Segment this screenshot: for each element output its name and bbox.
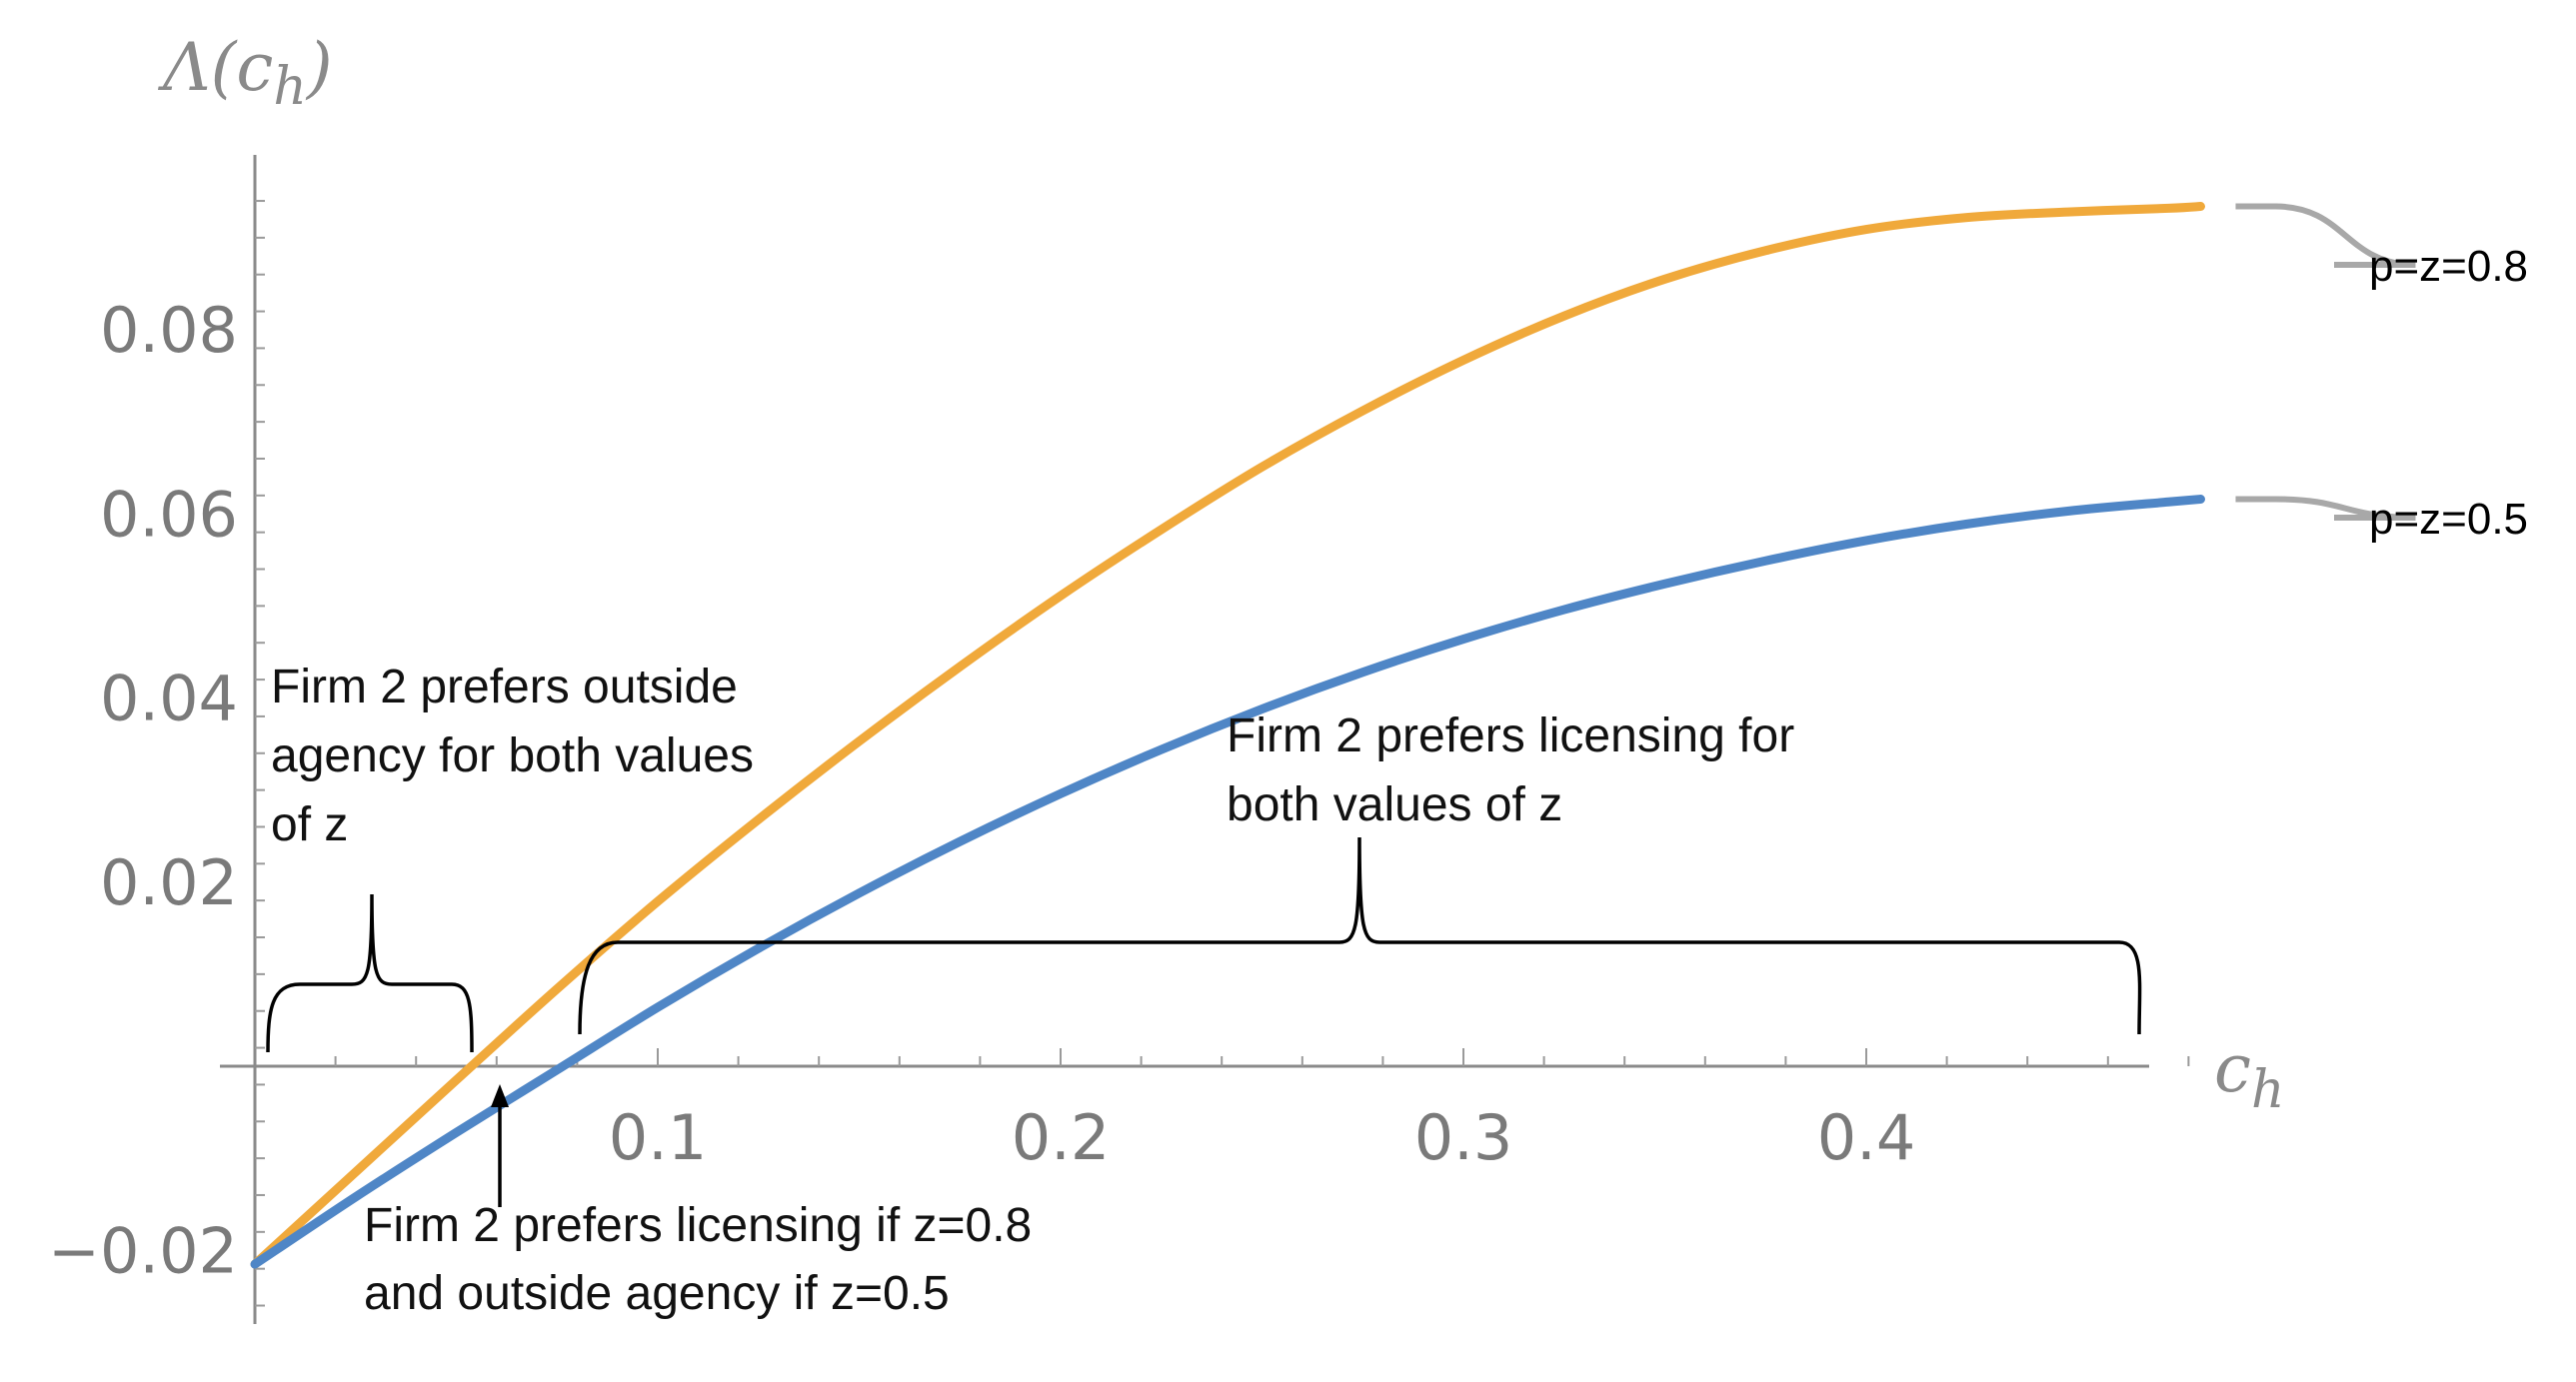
- annotation-outside-agency-line-1: Firm 2 prefers outside: [271, 661, 738, 713]
- arrow-head: [491, 1084, 509, 1107]
- x-axis-title-sub: h: [2251, 1060, 2285, 1120]
- series-line-p-z-0-5: [250, 495, 2205, 1269]
- brace-licensing-both: [578, 836, 2142, 1035]
- legend-label: p=z=0.5: [2369, 495, 2528, 544]
- legend-connector: [2235, 496, 2416, 521]
- annotation-mixed: Firm 2 prefers licensing if z=0.8 and ou…: [364, 1199, 1046, 1320]
- y-tick-label: 0.04: [100, 663, 238, 735]
- annotation-outside-agency: Firm 2 prefers outside agency for both v…: [271, 661, 767, 851]
- x-tick-label: 0.2: [1012, 1101, 1111, 1174]
- annotation-mixed-line-1: Firm 2 prefers licensing if z=0.8: [364, 1199, 1032, 1252]
- y-axis-title: Λ(ch): [157, 29, 333, 117]
- annotation-licensing-both-line-1: Firm 2 prefers licensing for: [1227, 709, 1794, 762]
- y-axis-title-close: ): [305, 29, 333, 106]
- annotation-licensing-both-line-2: both values of z: [1227, 778, 1562, 831]
- series-group: [250, 202, 2205, 1269]
- brace-outside-agency: [266, 893, 474, 1053]
- annotation-mixed-line-2: and outside agency if z=0.5: [364, 1267, 950, 1320]
- legend-connector: [2235, 203, 2416, 268]
- annotation-licensing-both: Firm 2 prefers licensing for both values…: [1227, 709, 1808, 831]
- annotation-outside-agency-line-2: agency for both values: [271, 729, 754, 782]
- y-tick-label: 0.02: [100, 846, 238, 919]
- series-line-p-z-0-8: [250, 202, 2205, 1269]
- x-axis-title-main: c: [2214, 1030, 2251, 1107]
- y-tick-label: −0.02: [48, 1214, 238, 1287]
- x-tick-label: 0.1: [609, 1101, 708, 1174]
- y-tick-label: 0.08: [100, 294, 238, 367]
- legend-label: p=z=0.8: [2369, 242, 2528, 291]
- y-axis-title-main: Λ(c: [157, 29, 273, 106]
- x-axis-title: ch: [2214, 1030, 2284, 1120]
- x-tick-label: 0.3: [1414, 1101, 1513, 1174]
- y-axis-title-sub: h: [273, 57, 307, 117]
- y-tick-label: 0.06: [100, 478, 238, 551]
- annotation-outside-agency-line-3: of z: [271, 798, 348, 851]
- x-tick-label: 0.4: [1817, 1101, 1916, 1174]
- legend-group: p=z=0.8 p=z=0.5: [2235, 203, 2528, 544]
- tick-labels: 0.1 0.2 0.3 0.4 −0.02 0.02 0.04 0.06 0.08: [48, 294, 1915, 1287]
